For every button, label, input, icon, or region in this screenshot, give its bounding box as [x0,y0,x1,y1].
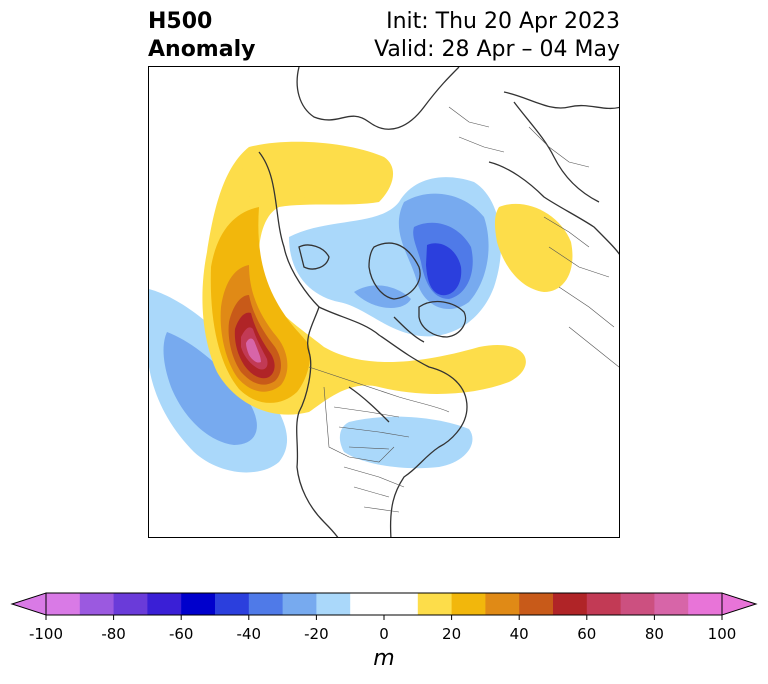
anomaly-label: Anomaly [148,37,256,62]
colorbar-extend-low [10,592,47,616]
plot-title-left: H500 Anomaly [148,8,255,64]
variable-label: H500 [148,9,213,34]
colorbar-segment [282,593,317,615]
colorbar-segment [147,593,182,615]
borders [308,106,619,513]
valid-date-label: Valid: 28 Apr – 04 May [374,37,620,62]
colorbar-segment [316,593,351,615]
init-date-label: Init: Thu 20 Apr 2023 [386,9,620,34]
ural-ridge [494,203,573,292]
colorbar-tick-label: 20 [442,625,461,643]
colorbar-tick-label: 60 [577,625,596,643]
northern-ridge [242,145,388,207]
western-ridge [202,141,526,415]
colorbar-segment [417,593,453,615]
plot-title-right: Init: Thu 20 Apr 2023 Valid: 28 Apr – 04… [374,8,620,64]
colorbar-segment [79,593,115,615]
colorbar-segment [519,593,554,615]
colorbar-tick-label: 80 [645,625,664,643]
colorbar-unit-label: m [373,646,395,671]
colorbar-tick-label: -60 [169,625,194,643]
coastlines [258,67,619,537]
colorbar-segment [215,593,250,615]
colorbar-segment [654,593,689,615]
colorbar-segment [485,593,520,615]
eastern-trough [339,416,473,469]
colorbar-segment [181,593,216,615]
arctic-trough [289,177,502,337]
colorbar-tick-label: 0 [379,625,389,643]
colorbar-segment [350,593,419,615]
colorbar-segment [46,593,81,615]
colorbar-extend-high [721,592,758,616]
colorbar-segment [451,593,486,615]
colorbar-segment [113,593,148,615]
colorbar-tick-label: -20 [304,625,329,643]
colorbar-tick-label: -40 [237,625,262,643]
pacific-trough [149,289,288,473]
colorbar-segment [620,593,655,615]
colorbar-tick-label: 40 [510,625,529,643]
colorbar: -100 -80 -60 -40 -20 0 20 40 60 80 100 [0,580,768,680]
colorbar-segment [553,593,588,615]
colorbar-segment [248,593,284,615]
colorbar-segment [586,593,622,615]
anomaly-map [148,66,620,538]
colorbar-tick-label: -100 [29,625,63,643]
colorbar-tick-label: -80 [101,625,126,643]
colorbar-segment [688,593,723,615]
colorbar-tick-label: 100 [708,625,737,643]
